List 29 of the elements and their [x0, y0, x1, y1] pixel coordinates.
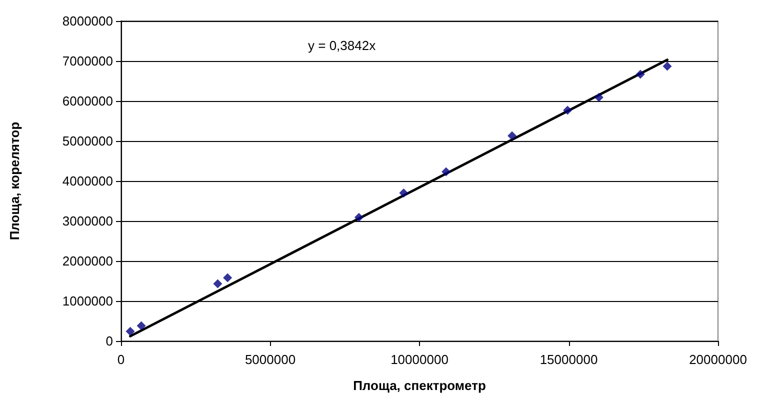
point — [563, 106, 572, 115]
y-axis-title: Площа, корелятор — [7, 122, 22, 240]
x-tick-label: 10000000 — [390, 352, 448, 367]
point — [126, 326, 135, 336]
point — [136, 321, 146, 330]
annotation: y = 0,3842x — [308, 38, 376, 53]
y-tick-label: 1000000 — [62, 294, 113, 308]
point — [442, 167, 451, 176]
x-tick-label: 5000000 — [244, 352, 296, 367]
y-tick-label: 7000000 — [62, 54, 113, 68]
x-tick-label: 20000000 — [689, 352, 747, 367]
point — [223, 273, 232, 282]
y-tick-label: 0 — [106, 334, 113, 348]
x-axis-title: Площа, спектрометр — [353, 378, 486, 393]
point — [354, 212, 364, 222]
y-tick-label: 6000000 — [62, 94, 113, 108]
point — [399, 188, 408, 198]
point — [508, 131, 517, 140]
x-tick-label: 15000000 — [540, 352, 598, 367]
y-tick-label: 4000000 — [62, 174, 113, 188]
y-tick-label: 5000000 — [62, 134, 113, 148]
point — [213, 279, 222, 288]
y-tick-label: 2000000 — [62, 254, 113, 268]
point — [636, 70, 645, 79]
y-tick-label: 8000000 — [62, 14, 113, 28]
x-tick-label: 0 — [117, 352, 125, 367]
point — [594, 92, 604, 102]
point — [662, 62, 672, 71]
y-tick-label: 3000000 — [62, 214, 113, 228]
